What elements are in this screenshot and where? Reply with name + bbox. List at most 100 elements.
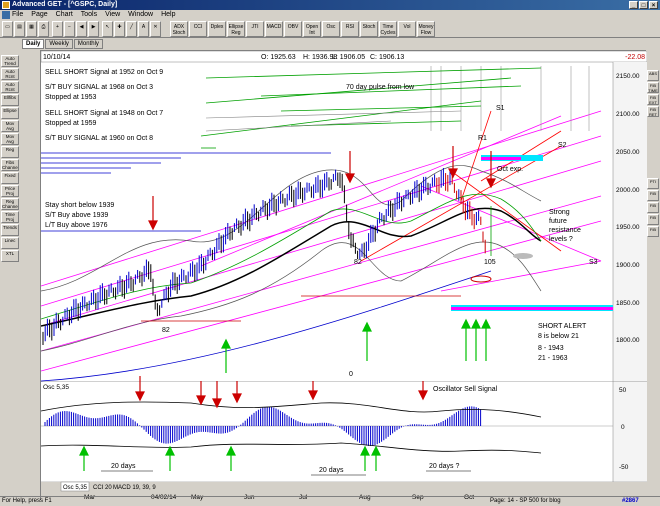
osc-axis-0: 0 xyxy=(621,424,625,431)
chart-area[interactable]: 10/10/14 O: 1925.63 H: 1936.98 L: 1906.0… xyxy=(40,50,648,501)
tab-daily[interactable]: Daily xyxy=(22,39,45,49)
menu-help[interactable]: Help xyxy=(161,11,176,18)
month-mar: Mar xyxy=(84,494,96,501)
tool-trends[interactable]: Trends xyxy=(1,224,19,236)
print-icon[interactable]: ⎙ xyxy=(38,21,49,37)
minimize-button[interactable]: _ xyxy=(629,1,638,9)
tab-weekly[interactable]: Weekly xyxy=(45,39,73,49)
zoom-in-icon[interactable]: + xyxy=(52,21,63,37)
tool-jti[interactable]: JTI xyxy=(246,21,264,37)
scroll-right-icon[interactable]: ▶ xyxy=(88,21,99,37)
tool-auto-rcnt-2[interactable]: Auto Rcnt xyxy=(1,81,19,93)
new-icon[interactable]: ▭ xyxy=(2,21,13,37)
tab-monthly[interactable]: Monthly xyxy=(73,39,103,49)
label-wave-82a: 82 xyxy=(162,327,170,334)
tool-linec[interactable]: Linec xyxy=(1,237,19,249)
tool-open-int[interactable]: Open Int xyxy=(303,21,321,37)
status-help: For Help, press F1 xyxy=(2,498,52,504)
crosshair-icon[interactable]: ✚ xyxy=(114,21,125,37)
tool-abs[interactable]: ABS xyxy=(647,70,659,81)
label-s1: S1 xyxy=(496,105,505,112)
status-page: Page: 14 - SP 500 for blog xyxy=(490,498,561,504)
tool-money-flow[interactable]: Money Flow xyxy=(417,21,435,37)
price-label-2150: 2150.00 xyxy=(616,73,640,80)
tool-reg-channel[interactable]: Reg Channel xyxy=(1,198,19,210)
menu-file[interactable]: File xyxy=(12,11,24,18)
tool-ellfibs[interactable]: Ellfibs xyxy=(1,94,19,106)
tool-auto-rcnt[interactable]: Auto Rcnt xyxy=(1,68,19,80)
osc-axis-50: 50 xyxy=(619,387,627,394)
app-icon xyxy=(2,1,10,9)
note-buy-2: S/T BUY SIGNAL at 1960 on Oct 8 xyxy=(45,135,153,142)
tool-osc[interactable]: Osc xyxy=(322,21,340,37)
save-icon[interactable]: ▦ xyxy=(26,21,37,37)
cursor-icon[interactable]: ↖ xyxy=(102,21,113,37)
menu-page[interactable]: Page xyxy=(31,11,48,18)
info-open: O: 1925.63 xyxy=(261,54,296,61)
tool-xtl[interactable]: XTL xyxy=(1,250,19,262)
erase-icon[interactable]: ✕ xyxy=(150,21,161,37)
tool-fib-time[interactable]: FIB TIME xyxy=(647,82,659,93)
tool-stoch[interactable]: Stoch xyxy=(360,21,378,37)
bottom-tab-osc[interactable]: Osc 5,35 xyxy=(63,485,88,491)
tool-ellipse[interactable]: Ellipse xyxy=(1,107,19,119)
tool-adx-stoch[interactable]: ADX Stoch xyxy=(170,21,188,37)
note-sell-2: SELL SHORT Signal at 1948 on Oct 7 xyxy=(45,110,163,117)
sell-arrows xyxy=(148,146,496,231)
tool-fib-3[interactable]: FIB xyxy=(647,214,659,225)
tool-time-proj[interactable]: Time Proj xyxy=(1,211,19,223)
info-change: -22.08 xyxy=(625,54,645,61)
tool-fib-ret[interactable]: FIB RET xyxy=(647,106,659,117)
tool-time-cycles[interactable]: Time Cycles xyxy=(379,21,397,37)
tool-dplex[interactable]: Dplex xyxy=(208,21,226,37)
tool-fibs-channel[interactable]: Fibs Channel xyxy=(1,159,19,171)
tool-fib-4[interactable]: FIB xyxy=(647,226,659,237)
osc-label: Osc 5,35 xyxy=(43,384,69,391)
tool-fib-ext[interactable]: FIB EXT xyxy=(647,94,659,105)
status-bar: For Help, press F1 Page: 14 - SP 500 for… xyxy=(0,496,660,505)
price-label-1850: 1850.00 xyxy=(616,300,640,307)
info-close: C: 1906.13 xyxy=(370,54,404,61)
price-label-2000: 2000.00 xyxy=(616,187,640,194)
tool-price-proj[interactable]: Price Proj xyxy=(1,185,19,197)
tool-mov-avg-2[interactable]: Mov Avg xyxy=(1,133,19,145)
note-oct-exp: Oct exp. xyxy=(497,166,523,173)
tool-obv[interactable]: OBV xyxy=(284,21,302,37)
tool-cci[interactable]: CCI xyxy=(189,21,207,37)
bottom-tab-cci[interactable]: CCI 20 xyxy=(93,485,112,491)
scroll-left-icon[interactable]: ◀ xyxy=(76,21,87,37)
line-icon[interactable]: ╱ xyxy=(126,21,137,37)
system-menu-icon[interactable] xyxy=(2,11,10,19)
tool-vol[interactable]: Vol xyxy=(398,21,416,37)
tool-ellipse-reg[interactable]: Ellipse Reg xyxy=(227,21,245,37)
bottom-tab-macd[interactable]: MACD 19, 39, 9 xyxy=(113,485,156,491)
open-icon[interactable]: ▤ xyxy=(14,21,25,37)
price-chart[interactable]: 10/10/14 O: 1925.63 H: 1936.98 L: 1906.0… xyxy=(40,50,648,501)
resistance-lines xyxy=(141,295,461,322)
tool-fixed[interactable]: Fixed xyxy=(1,172,19,184)
menu-view[interactable]: View xyxy=(105,11,121,18)
tool-auto-trend[interactable]: Auto Trend xyxy=(1,55,19,67)
note-strong-2: future xyxy=(549,218,567,225)
menu-bar: File Page Chart Tools View Window Help xyxy=(0,10,660,20)
price-bars xyxy=(42,168,486,345)
close-button[interactable]: × xyxy=(649,1,658,9)
tool-fib-2[interactable]: FIB xyxy=(647,202,659,213)
text-icon[interactable]: A xyxy=(138,21,149,37)
menu-window[interactable]: Window xyxy=(128,11,154,18)
osc-lower-line xyxy=(40,442,542,454)
info-date: 10/10/14 xyxy=(43,54,70,61)
tool-pti[interactable]: PTI xyxy=(647,178,659,189)
tool-rsi[interactable]: RSI xyxy=(341,21,359,37)
menu-tools[interactable]: Tools xyxy=(80,11,98,18)
tool-reg[interactable]: Reg xyxy=(1,146,19,158)
tool-macd[interactable]: MACD xyxy=(265,21,283,37)
menu-chart[interactable]: Chart xyxy=(55,11,73,18)
note-sell-1: SELL SHORT Signal at 1952 on Oct 9 xyxy=(45,69,163,76)
tool-mov-avg[interactable]: Mov Avg xyxy=(1,120,19,132)
maximize-button[interactable]: □ xyxy=(639,1,648,9)
zoom-out-icon[interactable]: − xyxy=(64,21,75,37)
label-wave-105: 105 xyxy=(484,259,496,266)
tool-fib-1[interactable]: FIB xyxy=(647,190,659,201)
slow-ma xyxy=(40,270,492,382)
